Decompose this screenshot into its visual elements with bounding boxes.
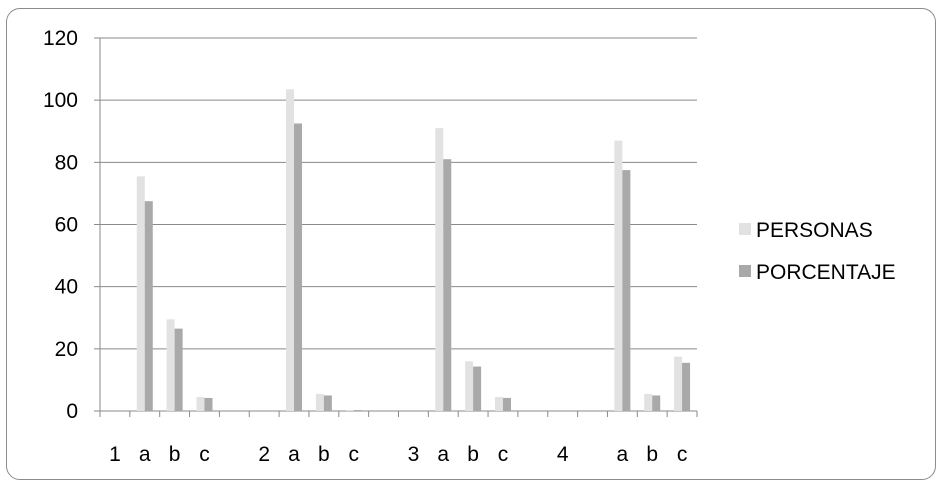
bar-personas [674,356,683,411]
x-tick-label: c [677,443,688,466]
x-tick-label: a [139,443,151,466]
x-tick-label: a [437,443,449,466]
bar-porcentaje [682,362,691,411]
x-tick-label: 3 [408,443,420,466]
x-tick-label: b [169,443,181,466]
bar-personas [435,128,444,411]
x-tick-label: a [288,443,300,466]
bar-porcentaje [652,395,661,411]
y-tick-label: 0 [66,400,78,423]
bar-porcentaje [502,397,511,411]
y-tick-label: 80 [55,151,78,174]
x-tick-label: 2 [258,443,270,466]
bar-porcentaje [622,170,631,411]
bar-porcentaje [294,123,303,412]
x-tick-label: a [617,443,629,466]
x-tick-label: 4 [557,443,569,466]
gridlines [100,37,697,350]
legend: PERSONAS PORCENTAJE [739,219,896,284]
bar-personas [136,176,145,411]
bar-personas [644,393,653,411]
x-tick-label: 1 [109,443,121,466]
bar-personas [465,361,474,411]
x-tick-label: c [498,443,509,466]
bars [136,89,691,412]
bar-porcentaje [144,201,153,411]
bar-porcentaje [353,410,362,411]
y-tick-label: 120 [43,27,78,50]
x-tick-label: b [646,443,658,466]
x-tick-label: c [348,443,359,466]
x-tick-label: b [467,443,479,466]
y-tick-label: 40 [55,276,78,299]
bar-porcentaje [473,366,482,411]
legend-swatch-porcentaje [739,265,751,277]
bar-personas [166,319,175,411]
bar-porcentaje [174,328,183,411]
bar-personas [315,393,324,411]
legend-label-porcentaje: PORCENTAJE [756,261,896,284]
y-tick-label: 100 [43,89,78,112]
bar-personas [494,397,503,411]
y-axis: 0 20 40 60 80 100 120 [43,27,101,423]
bar-porcentaje [323,395,332,411]
y-tick-label: 60 [55,214,78,237]
bar-personas [196,397,205,411]
legend-label-personas: PERSONAS [756,219,873,242]
bar-personas [345,410,354,411]
x-tick-label: c [199,443,210,466]
legend-swatch-personas [739,223,751,235]
bar-porcentaje [204,397,213,411]
y-tick-label: 20 [55,338,78,361]
bar-personas [614,140,623,411]
x-tick-label: b [318,443,330,466]
bar-personas [286,89,295,411]
bar-porcentaje [443,159,452,411]
